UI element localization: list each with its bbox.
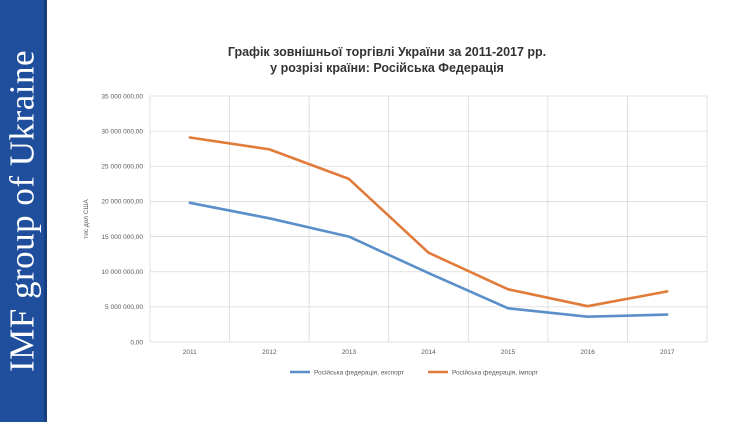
chart-title-line-1: Графік зовнішньої торгівлі України за 20… xyxy=(228,45,546,59)
x-tick-label: 2015 xyxy=(501,349,516,356)
y-tick-label: 0,00 xyxy=(130,339,143,346)
x-tick-label: 2013 xyxy=(342,349,357,356)
brand-text: IMF group of Ukraine xyxy=(2,49,42,373)
series-line-import xyxy=(188,136,669,308)
x-tick-label: 2012 xyxy=(262,349,277,356)
y-tick-label: 15 000 000,00 xyxy=(101,234,143,241)
brand-sidebar: IMF group of Ukraine xyxy=(0,0,47,422)
chart-container: Графік зовнішньої торгівлі України за 20… xyxy=(47,0,750,422)
y-axis-title-group: тис дол США xyxy=(83,199,90,239)
y-tick-label: 20 000 000,00 xyxy=(101,199,143,206)
legend-label-import: Російська федерація, імпорт xyxy=(452,368,538,376)
x-tick-label: 2011 xyxy=(183,349,197,356)
grid-lines xyxy=(149,95,708,343)
x-tick-label: 2017 xyxy=(660,349,675,356)
y-tick-label: 5 000 000,00 xyxy=(105,304,143,311)
y-tick-label: 30 000 000,00 xyxy=(101,128,143,135)
y-tick-label: 25 000 000,00 xyxy=(101,164,143,171)
y-axis-ticks: 0,00 5 000 000,00 10 000 000,00 15 000 000,… xyxy=(101,93,143,346)
legend-label-export: Російська федерація, експорт xyxy=(314,368,404,376)
x-axis-ticks: 2011 2012 2013 2014 2015 2016 2017 xyxy=(183,349,675,356)
y-tick-label: 10 000 000,00 xyxy=(101,269,143,276)
line-chart: Графік зовнішньої торгівлі України за 20… xyxy=(83,45,708,376)
chart-title-line-2: у розрізі країни: Російська Федерація xyxy=(270,61,504,75)
chart-title: Графік зовнішньої торгівлі України за 20… xyxy=(228,45,546,75)
series-line-export xyxy=(188,201,669,319)
y-tick-label: 35 000 000,00 xyxy=(101,93,143,100)
legend: Російська федерація, експорт Російська фе… xyxy=(290,368,538,376)
x-tick-label: 2014 xyxy=(421,349,436,356)
y-axis-title: тис дол США xyxy=(83,199,90,239)
series-lines xyxy=(188,136,669,319)
x-tick-label: 2016 xyxy=(580,349,595,356)
